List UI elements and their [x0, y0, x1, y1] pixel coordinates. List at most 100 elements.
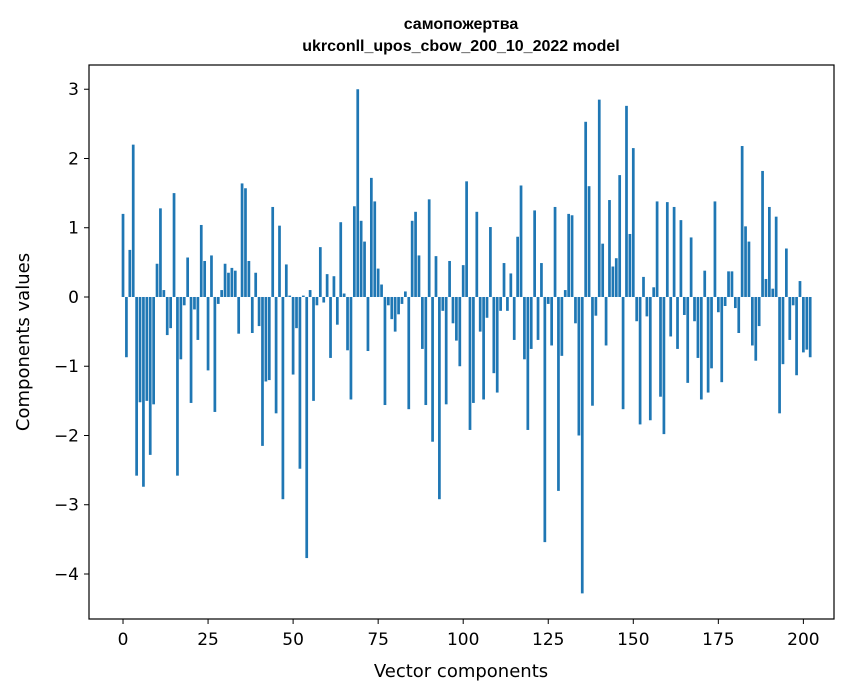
bar — [461, 265, 465, 297]
bar — [278, 225, 281, 297]
bar — [431, 296, 434, 442]
bar — [288, 295, 292, 297]
bar — [747, 241, 751, 297]
bar — [492, 296, 496, 374]
bar — [519, 185, 523, 297]
bar — [693, 296, 696, 322]
bar — [250, 296, 254, 333]
bar — [706, 296, 710, 393]
bar — [703, 270, 707, 297]
bar — [308, 290, 312, 297]
bar — [594, 296, 598, 316]
bar — [495, 296, 499, 393]
bar — [159, 208, 162, 297]
bar — [727, 271, 730, 297]
bar — [342, 293, 346, 297]
bar — [213, 296, 217, 412]
bar — [182, 296, 186, 306]
bar — [165, 296, 169, 336]
bar — [631, 148, 635, 297]
bar — [604, 296, 608, 346]
bar — [662, 296, 666, 435]
bar — [230, 267, 234, 297]
bar — [227, 272, 230, 297]
chart-subtitle: ukrconll_upos_cbow_200_10_2022 model — [302, 38, 619, 55]
bar — [502, 263, 506, 297]
bar — [298, 296, 302, 469]
bar — [400, 296, 404, 304]
bar — [608, 200, 611, 297]
bar — [383, 296, 387, 406]
bar — [655, 201, 659, 297]
bar — [244, 188, 247, 297]
bar — [802, 296, 805, 353]
bar — [625, 105, 628, 297]
bar — [689, 237, 693, 297]
bar — [145, 296, 149, 401]
bar — [723, 296, 727, 306]
bar — [489, 227, 492, 297]
bar — [301, 295, 305, 297]
bar — [125, 296, 128, 358]
y-tick-label: 3 — [68, 80, 79, 100]
bar — [356, 89, 360, 297]
bar — [203, 260, 207, 297]
bar — [468, 296, 472, 430]
bar — [611, 266, 615, 297]
bar — [155, 263, 159, 297]
bar — [618, 175, 622, 297]
bar — [543, 296, 547, 543]
bar — [363, 241, 366, 297]
x-tick-label: 0 — [118, 630, 129, 650]
bar — [730, 271, 734, 297]
bar — [788, 296, 792, 340]
bar — [196, 296, 200, 340]
bar — [774, 216, 778, 297]
bar — [220, 290, 224, 297]
bar — [768, 206, 771, 297]
bar — [267, 296, 271, 381]
bar — [516, 236, 519, 297]
bar — [672, 206, 676, 297]
bar — [451, 296, 455, 324]
bar — [716, 296, 720, 313]
bar — [380, 284, 383, 297]
bar — [808, 296, 812, 358]
x-tick-label: 100 — [447, 630, 479, 650]
bar — [679, 220, 683, 297]
bar — [567, 213, 571, 297]
bar — [448, 260, 451, 297]
x-tick-label: 25 — [197, 630, 219, 650]
bar — [312, 296, 315, 401]
bar — [642, 276, 645, 297]
bar — [560, 296, 564, 356]
bar — [393, 296, 397, 332]
bar — [798, 281, 802, 297]
bar — [710, 296, 713, 369]
bar — [557, 296, 560, 491]
bar — [785, 248, 788, 297]
y-tick-label: 2 — [68, 149, 79, 169]
bar — [628, 233, 632, 297]
bar — [427, 199, 431, 297]
bar — [665, 202, 669, 297]
bar — [441, 296, 445, 311]
y-tick-label: −2 — [54, 426, 79, 446]
bar — [271, 206, 275, 297]
bar — [614, 258, 618, 297]
bar — [189, 296, 193, 403]
bar — [635, 296, 639, 322]
bar — [172, 193, 176, 297]
bar — [210, 255, 213, 297]
bar — [499, 296, 502, 311]
bar — [509, 273, 513, 297]
bar — [676, 296, 679, 349]
bar — [659, 296, 662, 397]
bar — [199, 224, 203, 297]
bar — [621, 296, 625, 410]
bar — [240, 183, 244, 297]
bar — [318, 247, 322, 297]
x-axis-ticks: 0 25 50 75 100 125 150 175 200 — [118, 619, 820, 650]
y-axis-ticks: 3 2 1 0 −1 −2 −3 −4 — [54, 80, 89, 585]
bar — [291, 296, 295, 375]
